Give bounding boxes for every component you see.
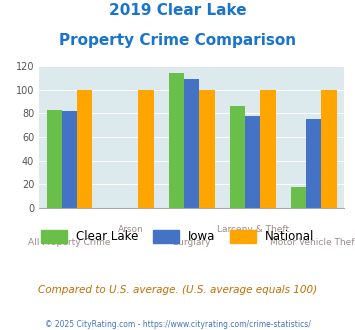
Text: Property Crime Comparison: Property Crime Comparison: [59, 33, 296, 48]
Bar: [47, 110, 62, 208]
Text: Motor Vehicle Theft: Motor Vehicle Theft: [270, 239, 355, 248]
Text: Burglary: Burglary: [173, 239, 211, 248]
Bar: [322, 90, 337, 208]
Text: Larceny & Theft: Larceny & Theft: [217, 225, 289, 234]
Bar: [306, 119, 322, 208]
Text: © 2025 CityRating.com - https://www.cityrating.com/crime-statistics/: © 2025 CityRating.com - https://www.city…: [45, 320, 310, 329]
Bar: [200, 90, 214, 208]
Text: All Property Crime: All Property Crime: [28, 239, 111, 248]
Bar: [62, 111, 77, 208]
Bar: [184, 79, 200, 208]
Bar: [77, 90, 92, 208]
Bar: [245, 115, 261, 208]
Bar: [169, 73, 184, 208]
Text: Arson: Arson: [118, 225, 143, 234]
Bar: [291, 187, 306, 208]
Bar: [230, 106, 245, 208]
Bar: [138, 90, 153, 208]
Legend: Clear Lake, Iowa, National: Clear Lake, Iowa, National: [36, 226, 319, 248]
Text: 2019 Clear Lake: 2019 Clear Lake: [109, 3, 246, 18]
Bar: [261, 90, 275, 208]
Text: Compared to U.S. average. (U.S. average equals 100): Compared to U.S. average. (U.S. average …: [38, 285, 317, 295]
